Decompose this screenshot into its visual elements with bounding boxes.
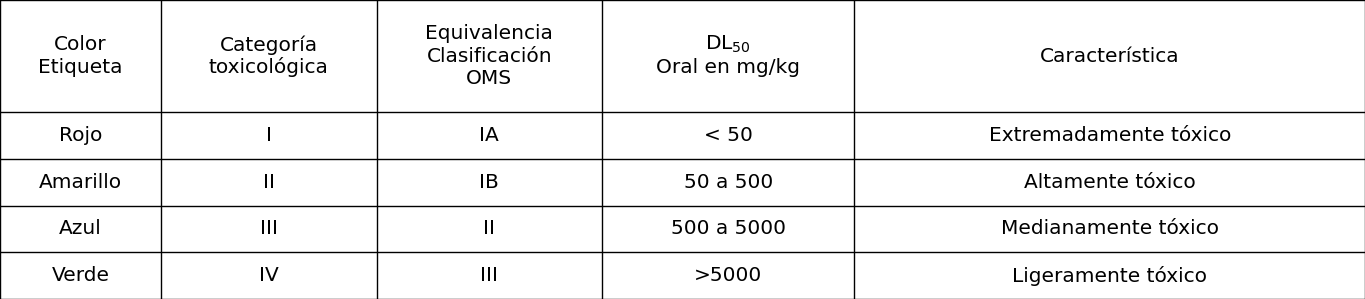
Text: OMS: OMS — [467, 69, 512, 88]
Text: Amarillo: Amarillo — [40, 173, 121, 192]
Text: Etiqueta: Etiqueta — [38, 58, 123, 77]
Text: Color: Color — [55, 35, 106, 54]
Text: < 50: < 50 — [704, 126, 752, 145]
Text: II: II — [483, 219, 495, 238]
Text: Ligeramente tóxico: Ligeramente tóxico — [1013, 266, 1207, 286]
Text: Altamente tóxico: Altamente tóxico — [1024, 173, 1196, 192]
Text: Rojo: Rojo — [59, 126, 102, 145]
Text: Característica: Característica — [1040, 47, 1179, 65]
Text: toxicológica: toxicológica — [209, 57, 329, 77]
Text: IB: IB — [479, 173, 500, 192]
Text: III: III — [259, 219, 278, 238]
Text: IA: IA — [479, 126, 500, 145]
Text: 50 a 500: 50 a 500 — [684, 173, 773, 192]
Text: Medianamente tóxico: Medianamente tóxico — [1001, 219, 1219, 238]
Text: Clasificación: Clasificación — [426, 47, 553, 65]
Text: DL$_{50}$: DL$_{50}$ — [706, 34, 751, 56]
Text: Oral en mg/kg: Oral en mg/kg — [657, 58, 800, 77]
Text: Categoría: Categoría — [220, 35, 318, 55]
Text: IV: IV — [259, 266, 278, 285]
Text: Azul: Azul — [59, 219, 102, 238]
Text: Verde: Verde — [52, 266, 109, 285]
Text: Extremadamente tóxico: Extremadamente tóxico — [988, 126, 1231, 145]
Text: 500 a 5000: 500 a 5000 — [670, 219, 786, 238]
Text: I: I — [266, 126, 272, 145]
Text: II: II — [263, 173, 274, 192]
Text: III: III — [480, 266, 498, 285]
Text: Equivalencia: Equivalencia — [426, 24, 553, 43]
Text: >5000: >5000 — [695, 266, 763, 285]
